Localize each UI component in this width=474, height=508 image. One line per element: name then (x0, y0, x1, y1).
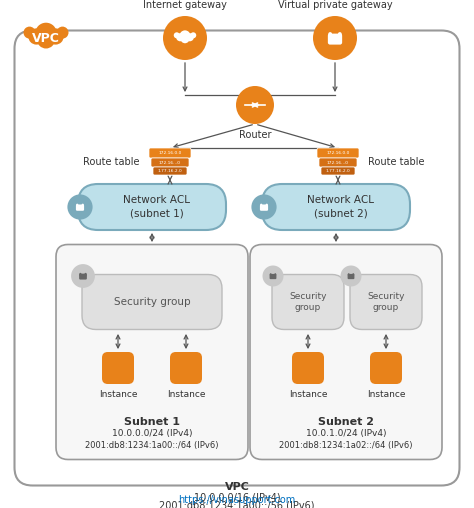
Text: https://vinasupport.com: https://vinasupport.com (178, 495, 296, 505)
FancyBboxPatch shape (370, 352, 402, 384)
FancyBboxPatch shape (82, 274, 222, 330)
Circle shape (67, 195, 92, 219)
FancyBboxPatch shape (270, 274, 276, 279)
Circle shape (263, 266, 283, 287)
Text: 10.0.0.0/16 (IPv4): 10.0.0.0/16 (IPv4) (194, 492, 280, 502)
FancyBboxPatch shape (15, 30, 459, 486)
Text: 1.77.16.2.0: 1.77.16.2.0 (326, 169, 350, 173)
Circle shape (37, 30, 55, 48)
Text: Virtual private gateway: Virtual private gateway (278, 0, 392, 10)
Text: Instance: Instance (167, 390, 205, 399)
Text: 1.77.16.2.0: 1.77.16.2.0 (158, 169, 182, 173)
Circle shape (181, 34, 190, 43)
Text: Instance: Instance (289, 390, 327, 399)
FancyBboxPatch shape (151, 158, 189, 167)
Text: Security
group: Security group (289, 292, 327, 312)
Text: 172.16...0: 172.16...0 (159, 161, 181, 165)
FancyBboxPatch shape (321, 167, 355, 175)
Circle shape (35, 23, 57, 44)
FancyBboxPatch shape (328, 34, 342, 45)
Circle shape (190, 33, 196, 38)
Circle shape (174, 33, 180, 38)
Circle shape (236, 86, 274, 124)
Circle shape (340, 266, 362, 287)
FancyBboxPatch shape (262, 184, 410, 230)
Text: 10.0.1.0/24 (IPv4): 10.0.1.0/24 (IPv4) (306, 429, 386, 438)
Text: 172.16...0: 172.16...0 (327, 161, 349, 165)
Text: 10.0.0.0/24 (IPv4): 10.0.0.0/24 (IPv4) (112, 429, 192, 438)
Circle shape (176, 33, 184, 41)
Text: VPC: VPC (225, 482, 249, 492)
Text: Security group: Security group (114, 297, 191, 307)
FancyBboxPatch shape (149, 148, 191, 158)
Text: Network ACL
(subnet 1): Network ACL (subnet 1) (124, 196, 191, 218)
Circle shape (251, 195, 277, 219)
Circle shape (186, 33, 194, 41)
Text: 2001:db8:1234:1a00::/56 (IPv6): 2001:db8:1234:1a00::/56 (IPv6) (159, 500, 315, 508)
FancyBboxPatch shape (319, 158, 357, 167)
Circle shape (47, 28, 64, 45)
FancyBboxPatch shape (153, 167, 187, 175)
Circle shape (163, 16, 207, 60)
Text: 172.16.0.0: 172.16.0.0 (326, 151, 350, 155)
Text: Subnet 2: Subnet 2 (318, 417, 374, 427)
FancyBboxPatch shape (347, 274, 355, 279)
Text: VPC: VPC (32, 33, 60, 46)
Text: Internet gateway: Internet gateway (143, 0, 227, 10)
Text: Subnet 1: Subnet 1 (124, 417, 180, 427)
FancyBboxPatch shape (102, 352, 134, 384)
FancyBboxPatch shape (350, 274, 422, 330)
FancyBboxPatch shape (76, 205, 84, 211)
FancyBboxPatch shape (317, 148, 359, 158)
Text: Route table: Route table (368, 157, 425, 167)
Circle shape (71, 264, 95, 288)
Text: Instance: Instance (99, 390, 137, 399)
FancyBboxPatch shape (250, 244, 442, 460)
Circle shape (56, 26, 69, 39)
FancyBboxPatch shape (79, 274, 87, 279)
Circle shape (24, 26, 36, 39)
Text: Security
group: Security group (367, 292, 405, 312)
Text: Instance: Instance (367, 390, 405, 399)
Circle shape (28, 28, 45, 45)
Text: Route table: Route table (83, 157, 140, 167)
Circle shape (180, 30, 191, 41)
FancyBboxPatch shape (78, 184, 226, 230)
Text: Network ACL
(subnet 2): Network ACL (subnet 2) (308, 196, 374, 218)
Text: Router: Router (239, 130, 271, 140)
FancyBboxPatch shape (272, 274, 344, 330)
FancyBboxPatch shape (292, 352, 324, 384)
Text: 2001:db8:1234:1a02::/64 (IPv6): 2001:db8:1234:1a02::/64 (IPv6) (279, 441, 413, 450)
Text: 172.16.0.0: 172.16.0.0 (158, 151, 182, 155)
Text: 2001:db8:1234:1a00::/64 (IPv6): 2001:db8:1234:1a00::/64 (IPv6) (85, 441, 219, 450)
FancyBboxPatch shape (260, 205, 268, 211)
Circle shape (313, 16, 357, 60)
FancyBboxPatch shape (170, 352, 202, 384)
FancyBboxPatch shape (56, 244, 248, 460)
